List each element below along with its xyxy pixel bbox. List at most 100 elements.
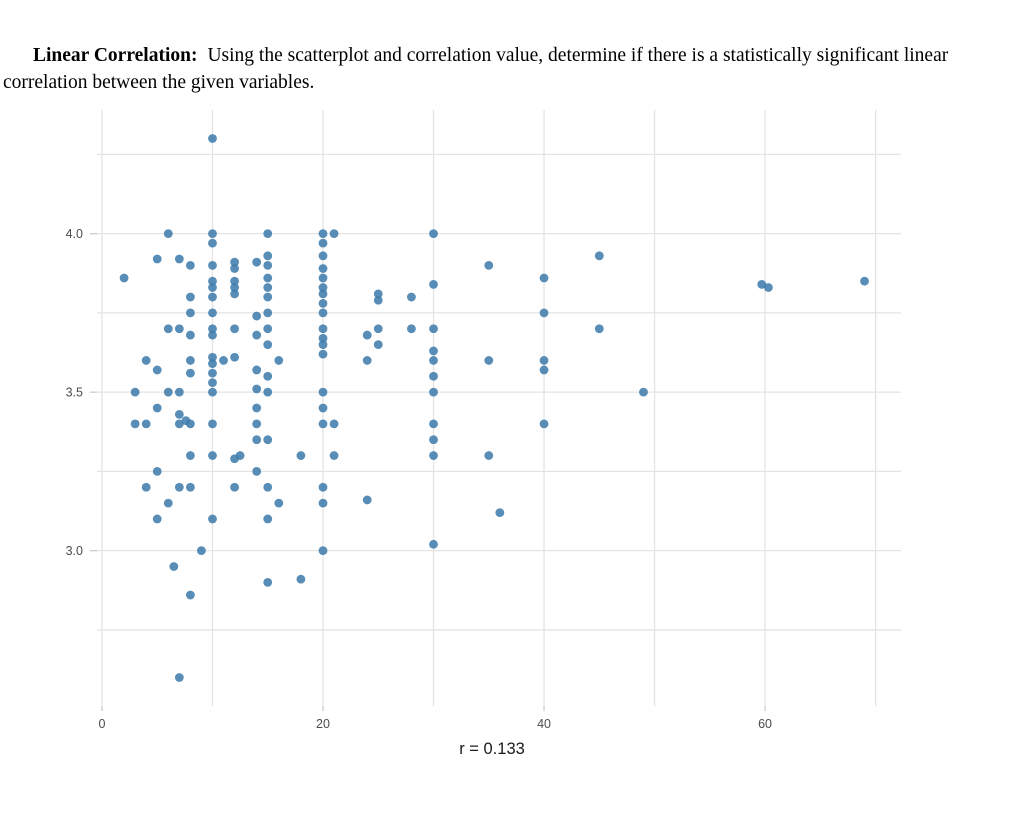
data-point [484, 260, 494, 270]
data-point [329, 229, 339, 239]
data-point [318, 283, 328, 292]
data-point [539, 308, 549, 318]
instruction-body: Using the scatterplot and correlation va… [3, 44, 949, 93]
data-point [318, 251, 328, 261]
instruction-text: Linear Correlation: Using the scatterplot… [3, 42, 1018, 96]
data-point [263, 283, 273, 292]
data-point [152, 403, 162, 413]
x-tick-label: 0 [98, 717, 105, 731]
data-point [429, 387, 438, 397]
data-point [208, 451, 217, 460]
data-point [318, 298, 328, 308]
data-point [429, 435, 438, 445]
data-point [230, 289, 239, 299]
data-point [252, 311, 262, 321]
data-point [252, 403, 262, 413]
data-point [373, 324, 383, 334]
data-point [495, 508, 505, 518]
data-point [263, 229, 273, 239]
data-point [362, 356, 372, 365]
data-point [263, 273, 273, 283]
data-point [174, 419, 184, 429]
data-point [263, 482, 273, 492]
data-point [296, 574, 306, 584]
data-point [197, 546, 206, 556]
data-point [152, 365, 162, 375]
y-tick-label: 3.5 [66, 386, 83, 400]
data-point [860, 276, 869, 286]
data-point [174, 482, 184, 492]
data-point [208, 292, 217, 302]
data-point [252, 257, 262, 267]
data-point [318, 308, 328, 318]
data-point [252, 365, 262, 375]
y-tick-label: 4.0 [66, 227, 83, 241]
data-point [318, 340, 328, 349]
data-point [185, 330, 195, 340]
data-point [318, 289, 328, 299]
data-point [318, 498, 328, 508]
data-point [639, 387, 648, 397]
data-point [263, 251, 273, 261]
data-point [208, 368, 217, 378]
instruction-label: Linear Correlation: [33, 44, 198, 66]
data-point [539, 273, 549, 283]
data-point [163, 387, 173, 397]
data-point [169, 562, 179, 571]
data-point [757, 279, 767, 289]
data-point [174, 324, 184, 334]
data-point [252, 330, 262, 340]
data-point [362, 495, 372, 505]
data-point [318, 403, 328, 413]
data-point [373, 295, 383, 305]
data-point [208, 387, 217, 397]
data-point [152, 514, 162, 524]
data-point [318, 324, 328, 334]
data-point [263, 308, 273, 318]
data-point [185, 292, 195, 302]
data-point [429, 346, 438, 356]
data-point [230, 324, 239, 334]
data-point [318, 546, 328, 556]
data-point [208, 260, 217, 270]
data-point [263, 387, 273, 397]
data-point [130, 387, 140, 397]
data-point [208, 419, 217, 429]
data-point [208, 308, 217, 318]
data-point [152, 467, 162, 476]
data-point [539, 365, 549, 375]
scatterplot-svg: 3.0 3.5 4.0 0 20 40 60 r = 0.133 [66, 110, 901, 758]
data-point [174, 673, 184, 682]
data-point [263, 340, 273, 349]
data-point [208, 324, 217, 334]
data-point [185, 260, 195, 270]
data-point [252, 467, 262, 476]
data-point [208, 378, 217, 388]
data-point [274, 356, 284, 365]
data-point [152, 254, 162, 264]
data-point [230, 283, 239, 292]
data-point [362, 330, 372, 340]
data-point [185, 308, 195, 318]
data-point [318, 238, 328, 248]
data-point [318, 333, 328, 343]
data-point [318, 387, 328, 397]
data-point [429, 419, 438, 429]
data-point [208, 276, 217, 286]
data-point [263, 514, 273, 524]
data-point [429, 324, 438, 334]
data-point [318, 419, 328, 429]
x-tick-label: 60 [758, 717, 772, 731]
data-point [163, 324, 173, 334]
data-point [274, 498, 284, 508]
data-point [141, 356, 151, 365]
data-point [185, 368, 195, 378]
data-point [141, 419, 151, 429]
data-point [263, 292, 273, 302]
data-point [429, 539, 438, 549]
data-point [539, 356, 549, 365]
data-point [208, 238, 217, 248]
x-tick-label: 40 [537, 717, 551, 731]
data-point [235, 451, 245, 460]
